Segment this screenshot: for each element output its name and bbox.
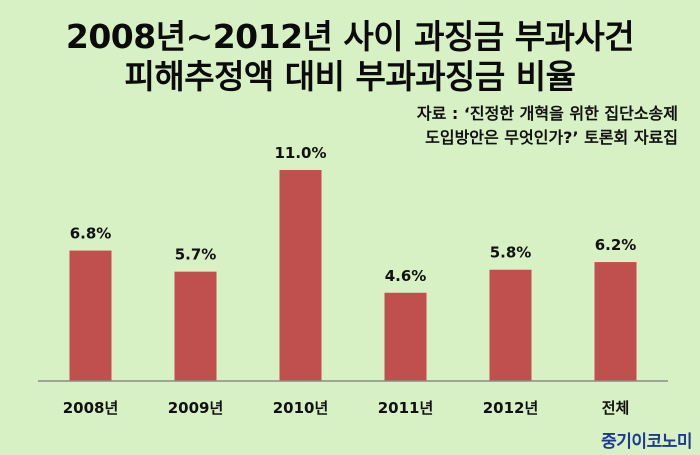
data-label-1: 5.7% xyxy=(175,246,217,264)
x-tick-label-4: 2012년 xyxy=(483,399,539,417)
bar-3 xyxy=(384,292,427,381)
publisher-logo: 중기이코노미 xyxy=(601,432,692,452)
source-note-line-1: 자료 : ‘진정한 개혁을 위한 집단소송제 xyxy=(416,104,678,123)
data-label-2: 11.0% xyxy=(274,144,326,162)
data-label-5: 6.2% xyxy=(595,236,637,254)
bar-5 xyxy=(594,262,637,381)
bar-4 xyxy=(489,269,532,381)
bar-0 xyxy=(69,250,112,381)
bar-2 xyxy=(279,170,322,381)
data-label-3: 4.6% xyxy=(385,267,427,285)
x-tick-label-2: 2010년 xyxy=(273,399,329,417)
data-label-4: 5.8% xyxy=(490,244,532,262)
chart-title-line-2: 피해추정액 대비 부과과징금 비율 xyxy=(124,57,576,96)
bar-1 xyxy=(174,271,217,381)
x-tick-label-5: 전체 xyxy=(602,399,630,417)
data-label-0: 6.8% xyxy=(70,225,112,243)
x-tick-label-1: 2009년 xyxy=(168,399,224,417)
x-tick-label-0: 2008년 xyxy=(63,399,119,417)
x-tick-label-3: 2011년 xyxy=(378,399,434,417)
source-note-line-2: 도입방안은 무엇인가?’ 토론회 자료집 xyxy=(425,128,678,147)
chart-title-line-1: 2008년~2012년 사이 과징금 부과사건 xyxy=(65,17,635,56)
